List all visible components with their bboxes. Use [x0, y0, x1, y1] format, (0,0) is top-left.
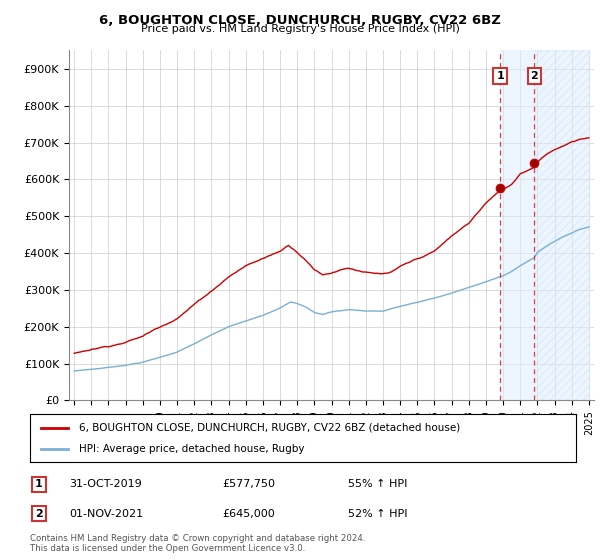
Text: Price paid vs. HM Land Registry's House Price Index (HPI): Price paid vs. HM Land Registry's House …: [140, 24, 460, 34]
Text: 1: 1: [35, 479, 43, 489]
Text: 2: 2: [530, 71, 538, 81]
Text: 6, BOUGHTON CLOSE, DUNCHURCH, RUGBY, CV22 6BZ (detached house): 6, BOUGHTON CLOSE, DUNCHURCH, RUGBY, CV2…: [79, 423, 460, 433]
Text: HPI: Average price, detached house, Rugby: HPI: Average price, detached house, Rugb…: [79, 444, 305, 454]
Text: 6, BOUGHTON CLOSE, DUNCHURCH, RUGBY, CV22 6BZ: 6, BOUGHTON CLOSE, DUNCHURCH, RUGBY, CV2…: [99, 14, 501, 27]
Text: 2: 2: [35, 508, 43, 519]
Text: Contains HM Land Registry data © Crown copyright and database right 2024.
This d: Contains HM Land Registry data © Crown c…: [30, 534, 365, 553]
Text: 1: 1: [496, 71, 504, 81]
Text: 52% ↑ HPI: 52% ↑ HPI: [348, 508, 407, 519]
Text: £577,750: £577,750: [222, 479, 275, 489]
Text: 55% ↑ HPI: 55% ↑ HPI: [348, 479, 407, 489]
Text: £645,000: £645,000: [222, 508, 275, 519]
Text: 01-NOV-2021: 01-NOV-2021: [69, 508, 143, 519]
Text: 31-OCT-2019: 31-OCT-2019: [69, 479, 142, 489]
